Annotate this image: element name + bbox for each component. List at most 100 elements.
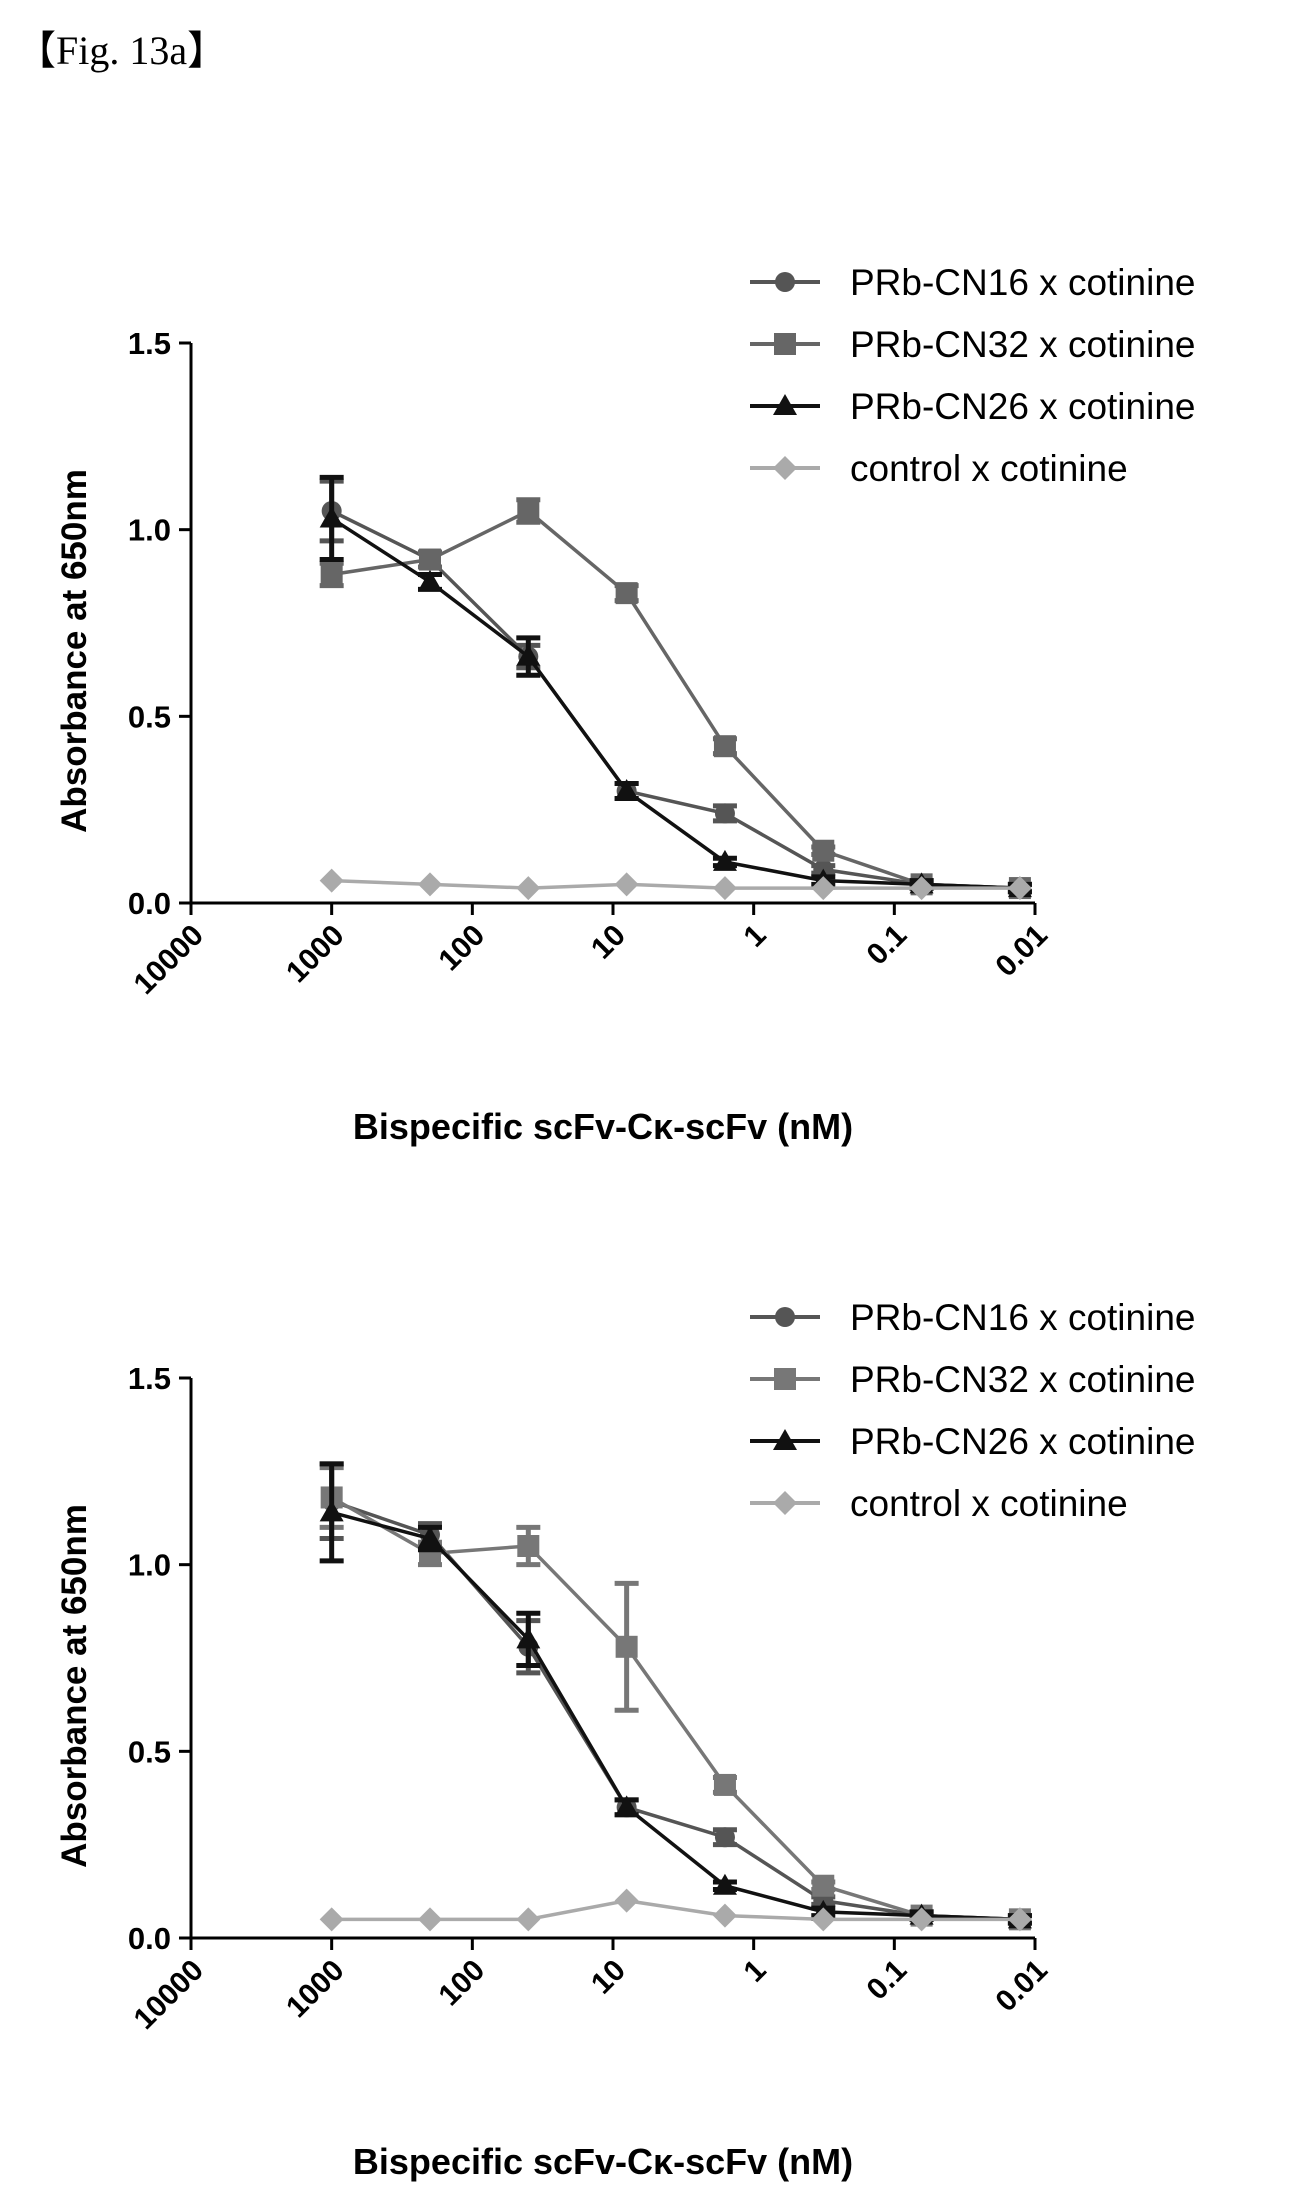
data-point <box>319 1500 344 1522</box>
data-point <box>812 1874 835 1897</box>
data-point <box>712 849 737 871</box>
legend-label: PRb-CN26 x cotinine <box>850 386 1195 427</box>
data-point <box>1007 876 1032 901</box>
series-1 <box>319 478 1032 899</box>
legend-label: PRb-CN26 x cotinine <box>850 1421 1195 1462</box>
series-4 <box>319 868 1032 901</box>
legend-marker <box>774 333 796 355</box>
legend-marker <box>775 1307 795 1327</box>
x-tick-label: 10 <box>585 919 632 966</box>
data-point <box>516 644 541 666</box>
data-point <box>714 1827 735 1848</box>
data-point <box>319 1907 344 1932</box>
x-axis-title: Bispecific scFv-Cκ-scFv (nM) <box>353 1106 853 1147</box>
series-line <box>330 509 1020 890</box>
data-point <box>713 1773 736 1796</box>
y-tick-label: 1.5 <box>128 326 171 361</box>
legend-label: PRb-CN32 x cotinine <box>850 1359 1195 1400</box>
y-tick-label: 1.0 <box>128 513 171 548</box>
y-tick-label: 0.0 <box>128 1921 171 1956</box>
data-point <box>320 563 343 586</box>
legend-item-3: PRb-CN26 x cotinine <box>750 386 1195 427</box>
legend-marker <box>773 1491 797 1515</box>
data-point <box>909 876 934 901</box>
y-tick-label: 1.5 <box>128 1361 171 1396</box>
series-3 <box>319 1461 1032 1929</box>
y-tick-label: 0.0 <box>128 886 171 921</box>
legend-label: PRb-CN16 x cotinine <box>850 262 1195 303</box>
data-point <box>811 1907 836 1932</box>
x-tick-label: 10000 <box>128 1954 210 2036</box>
legend-label: control x cotinine <box>850 1483 1128 1524</box>
legend-item-4: control x cotinine <box>750 1483 1128 1524</box>
x-axis-title: Bispecific scFv-Cκ-scFv (nM) <box>353 2141 853 2182</box>
x-tick-label: 0.1 <box>860 919 913 972</box>
data-point <box>615 1635 638 1658</box>
data-point <box>909 1907 934 1932</box>
legend-item-1: PRb-CN16 x cotinine <box>750 1297 1195 1338</box>
data-point <box>1007 1907 1032 1932</box>
legend-marker <box>774 1368 796 1390</box>
data-point <box>712 876 737 901</box>
data-point <box>812 839 835 862</box>
y-axis-title: Absorbance at 650nm <box>55 469 94 833</box>
data-point <box>319 506 344 528</box>
chart-top: 0.0 0.5 1.0 1.5 10000 1000 100 10 1 0.1 0.01 Absorb… <box>55 262 1195 1147</box>
y-axis-title: Absorbance at 650nm <box>55 1504 94 1868</box>
legend-marker <box>773 456 797 480</box>
data-point <box>614 1795 639 1817</box>
legend-label: control x cotinine <box>850 448 1128 489</box>
data-point <box>517 1535 540 1557</box>
data-point <box>516 1627 541 1649</box>
x-tick-label: 10000 <box>128 919 210 1001</box>
x-tick-label: 0.1 <box>860 1954 913 2007</box>
x-tick-label: 0.01 <box>989 919 1054 984</box>
y-tick-label: 0.5 <box>128 699 171 734</box>
y-tick-label: 1.0 <box>128 1548 171 1583</box>
series-line <box>330 1495 1020 1922</box>
series-4 <box>319 1888 1032 1932</box>
x-tick-label: 100 <box>433 1954 492 2013</box>
x-tick-label: 1 <box>737 1954 772 1989</box>
data-point <box>516 1907 541 1932</box>
axes: 0.0 0.5 1.0 1.5 10000 1000 100 10 1 0.1 0.01 <box>128 326 1054 1001</box>
x-tick-label: 0.01 <box>989 1954 1054 2019</box>
series-line <box>331 878 1020 890</box>
x-tick-label: 1000 <box>280 1954 351 2025</box>
series-3 <box>319 474 1032 898</box>
data-point <box>615 582 638 605</box>
data-point <box>516 876 541 901</box>
figure-label: 【Fig. 13a】 <box>16 28 228 73</box>
x-tick-label: 100 <box>433 919 492 978</box>
y-tick-label: 0.5 <box>128 1734 171 1769</box>
series-line <box>331 508 1020 890</box>
legend-marker <box>773 394 797 415</box>
legend-item-1: PRb-CN16 x cotinine <box>750 262 1195 303</box>
data-point <box>614 872 639 897</box>
chart-bottom: 0.0 0.5 1.0 1.5 10000 1000 100 10 1 0.1 0.01 Absorb… <box>55 1297 1195 2182</box>
data-point <box>614 779 639 800</box>
data-point <box>714 803 735 824</box>
legend-label: PRb-CN32 x cotinine <box>850 324 1195 365</box>
legend-item-3: PRb-CN26 x cotinine <box>750 1421 1195 1462</box>
axes: 0.0 0.5 1.0 1.5 10000 1000 100 10 1 0.1 0.01 <box>128 1361 1054 2036</box>
series-2 <box>319 497 1032 900</box>
series-line <box>331 1898 1020 1922</box>
data-point <box>712 1873 737 1895</box>
data-point <box>418 548 441 571</box>
data-point <box>417 1907 442 1932</box>
legend-item-4: control x cotinine <box>750 448 1128 489</box>
legend-item-2: PRb-CN32 x cotinine <box>750 1359 1195 1400</box>
data-point <box>811 876 836 901</box>
data-point <box>417 569 442 591</box>
legend-marker <box>775 272 795 292</box>
data-point <box>319 868 344 893</box>
data-point <box>517 500 540 522</box>
legend-marker <box>773 1429 797 1450</box>
series-line <box>331 1510 1020 1922</box>
series-line <box>330 516 1020 890</box>
data-point <box>417 872 442 897</box>
legend-item-2: PRb-CN32 x cotinine <box>750 324 1195 365</box>
data-point <box>712 1903 737 1928</box>
x-tick-label: 1000 <box>280 919 351 990</box>
